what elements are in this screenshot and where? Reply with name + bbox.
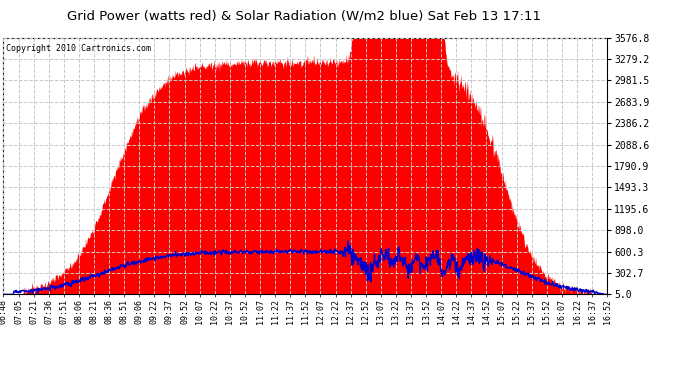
Text: Copyright 2010 Cartronics.com: Copyright 2010 Cartronics.com xyxy=(6,44,152,53)
Text: Grid Power (watts red) & Solar Radiation (W/m2 blue) Sat Feb 13 17:11: Grid Power (watts red) & Solar Radiation… xyxy=(67,9,540,22)
